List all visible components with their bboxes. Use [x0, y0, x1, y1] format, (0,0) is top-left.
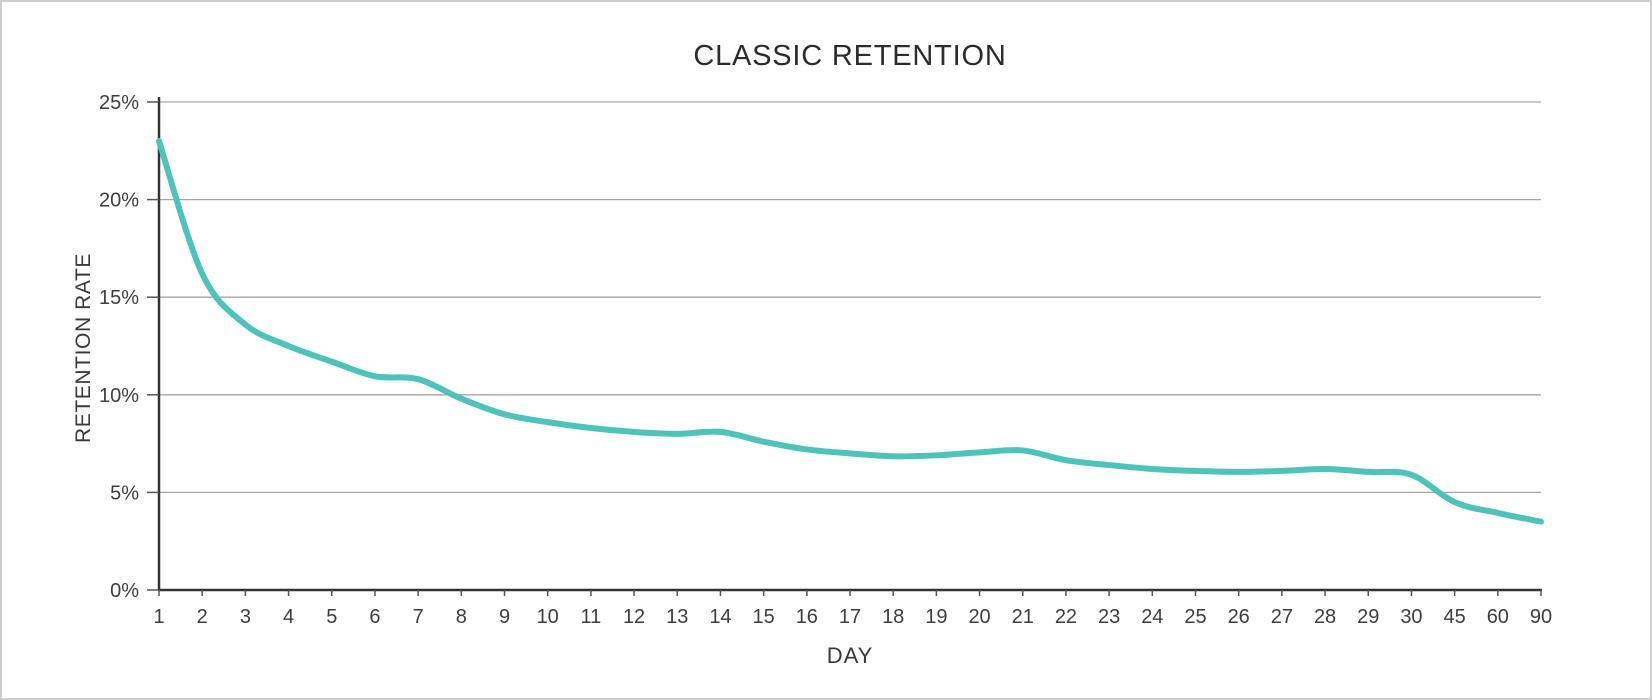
x-tick-label: 8 [456, 606, 467, 628]
x-tick-label: 6 [369, 606, 380, 628]
x-tick-label: 27 [1271, 606, 1293, 628]
x-tick-label: 25 [1184, 606, 1206, 628]
x-tick-label: 20 [968, 606, 990, 628]
x-tick-label: 1 [153, 606, 164, 628]
x-tick-label: 26 [1228, 606, 1250, 628]
x-tick-label: 11 [580, 606, 601, 628]
x-tick-label: 30 [1400, 606, 1422, 628]
x-tick-label: 19 [925, 606, 947, 628]
y-tick-label: 15% [99, 287, 139, 309]
x-tick-label: 90 [1530, 606, 1552, 628]
x-tick-label: 7 [413, 606, 424, 628]
x-tick-label: 4 [283, 606, 294, 628]
x-tick-label: 17 [839, 606, 861, 628]
x-tick-label: 3 [240, 606, 251, 628]
x-tick-label: 24 [1141, 606, 1163, 628]
y-tick-label: 25% [99, 92, 139, 114]
x-tick-label: 18 [882, 606, 904, 628]
y-tick-label: 10% [99, 385, 139, 407]
y-tick-label: 20% [99, 190, 139, 212]
x-tick-label: 21 [1012, 606, 1034, 628]
x-tick-label: 14 [709, 606, 731, 628]
x-tick-label: 28 [1314, 606, 1336, 628]
x-tick-label: 13 [666, 606, 688, 628]
x-tick-label: 16 [796, 606, 818, 628]
x-tick-label: 2 [197, 606, 208, 628]
x-tick-label: 22 [1055, 606, 1077, 628]
chart-title: CLASSIC RETENTION [693, 40, 1007, 72]
x-tick-label: 23 [1098, 606, 1120, 628]
x-tick-label: 9 [499, 606, 510, 628]
x-axis-title: DAY [826, 643, 874, 668]
retention-line [156, 138, 1544, 525]
x-tick-label: 60 [1487, 606, 1509, 628]
x-tick-label: 45 [1444, 606, 1466, 628]
y-tick-label: 5% [110, 482, 139, 504]
x-tick-label: 12 [623, 606, 645, 628]
x-tick-label: 29 [1357, 606, 1379, 628]
x-tick-label: 5 [326, 606, 337, 628]
x-tick-label: 10 [537, 606, 559, 628]
x-tick-label: 15 [753, 606, 775, 628]
y-tick-label: 0% [110, 580, 139, 602]
